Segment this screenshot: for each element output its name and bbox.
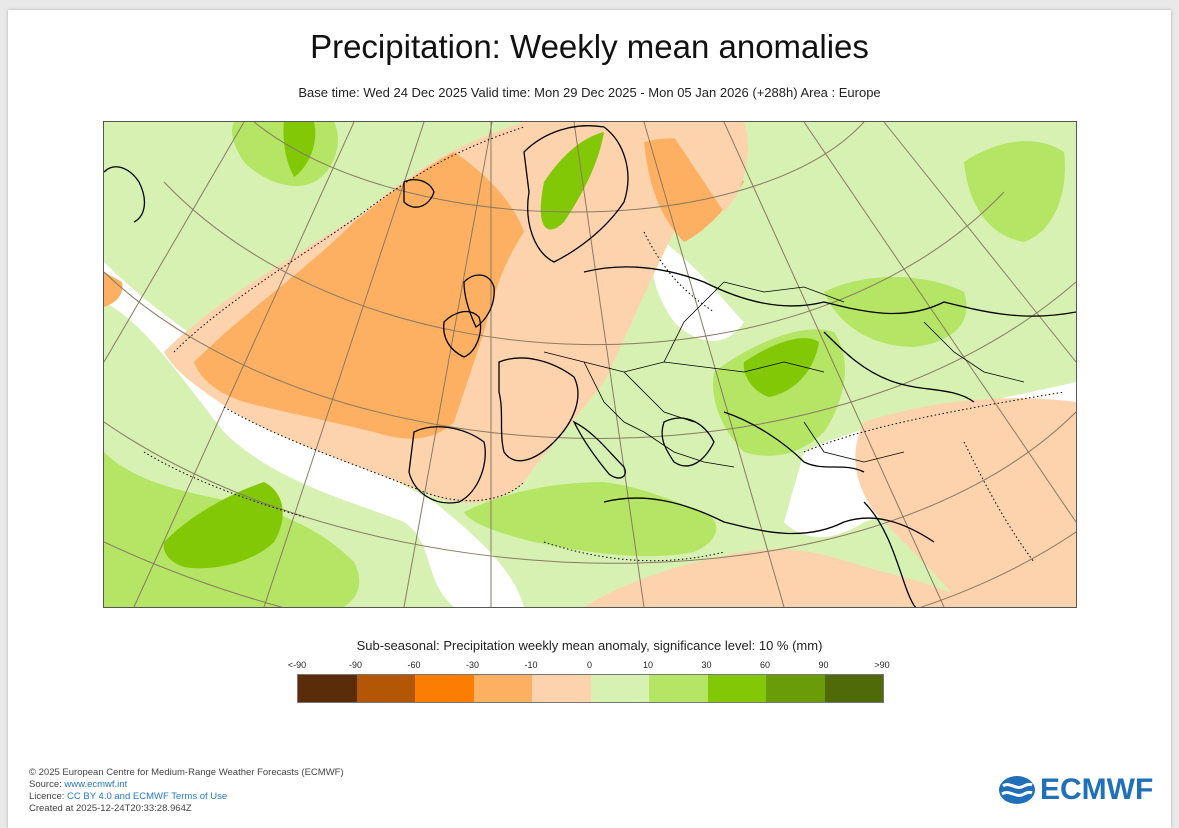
wet-region-mediterranean — [464, 482, 717, 557]
footer: © 2025 European Centre for Medium-Range … — [29, 767, 344, 815]
legend-label: -60 — [407, 660, 421, 670]
legend-title: Sub-seasonal: Precipitation weekly mean … — [356, 638, 823, 653]
footer-licence: Licence: CC BY 4.0 and ECMWF Terms of Us… — [29, 791, 228, 802]
longitude-lines — [104, 122, 1076, 607]
licence-link[interactable]: CC BY 4.0 and ECMWF Terms of Use — [67, 791, 228, 802]
legend-swatch — [824, 675, 883, 702]
latitude-lines — [104, 122, 1076, 607]
dry-region-north-africa — [584, 549, 984, 607]
legend-label: <-90 — [287, 660, 307, 670]
legend-label: 90 — [818, 660, 829, 670]
legend-swatch — [473, 675, 532, 702]
legend-swatch — [649, 675, 708, 702]
legend-swatch — [356, 675, 415, 702]
source-link[interactable]: www.ecmwf.int — [64, 779, 128, 790]
page-subtitle: Base time: Wed 24 Dec 2025 Valid time: M… — [298, 85, 881, 100]
page-title: Precipitation: Weekly mean anomalies — [310, 28, 869, 65]
legend-colorbar — [297, 674, 884, 703]
europe-precipitation-map — [103, 121, 1077, 608]
legend-label: 10 — [642, 660, 654, 670]
footer-source: Source: www.ecmwf.int — [29, 779, 128, 790]
ecmwf-logo-icon — [999, 776, 1035, 804]
ecmwf-logo-text: ECMWF — [1040, 773, 1154, 806]
legend-swatch — [766, 675, 825, 702]
legend-label: 0 — [586, 660, 593, 670]
significance-contours — [143, 126, 1065, 563]
dry-region-west-coast — [104, 272, 123, 307]
wet-region-russia — [824, 277, 967, 347]
legend-swatch — [532, 675, 591, 702]
wet-region-greenland-strong — [283, 122, 316, 177]
wet-region-scandinavia-coast — [540, 132, 604, 230]
dry-region-atlantic-strong — [194, 152, 524, 439]
legend-swatch — [298, 675, 357, 702]
legend-labels: <-90 -90 -60 -30 -10 0 10 30 60 90 >90 — [8, 660, 1171, 672]
footer-copyright: © 2025 European Centre for Medium-Range … — [29, 767, 344, 778]
legend-label: >90 — [874, 660, 890, 670]
dry-region-middle-east — [855, 398, 1076, 607]
footer-created: Created at 2025-12-24T20:33:28.964Z — [29, 803, 192, 814]
legend-label: -30 — [465, 660, 480, 670]
wet-region-atlantic-sw-strong — [163, 482, 283, 569]
map-canvas — [104, 122, 1076, 607]
wet-region-balkans-strong — [743, 338, 819, 397]
legend-label: 30 — [701, 660, 712, 670]
legend-swatch — [707, 675, 766, 702]
neutral-region-north — [653, 242, 744, 341]
country-borders — [543, 281, 1025, 468]
ecmwf-logo[interactable]: ECMWF — [998, 772, 1153, 808]
legend-label: 60 — [759, 660, 771, 670]
legend-swatch — [415, 675, 474, 702]
coastlines — [104, 125, 1076, 607]
legend-swatch — [590, 675, 649, 702]
wet-region-siberia — [964, 141, 1065, 242]
dry-region-barents — [664, 122, 748, 212]
legend-label: -10 — [524, 660, 538, 670]
chart-sheet: Precipitation: Weekly mean anomalies Bas… — [8, 10, 1171, 828]
legend-label: -90 — [348, 660, 363, 670]
